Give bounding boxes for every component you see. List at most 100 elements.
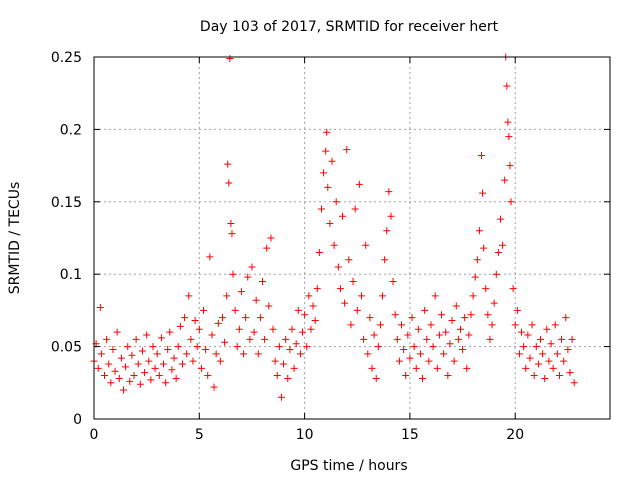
- data-point: [261, 335, 269, 343]
- data-point: [480, 244, 488, 252]
- data-point: [235, 325, 243, 333]
- data-point: [317, 205, 325, 213]
- data-point: [147, 376, 155, 384]
- data-point: [134, 360, 142, 368]
- data-point: [511, 321, 519, 329]
- data-point: [189, 357, 197, 365]
- data-point: [258, 277, 266, 285]
- data-point: [320, 169, 328, 177]
- data-point: [368, 364, 376, 372]
- data-point: [248, 263, 256, 271]
- data-point: [122, 363, 130, 371]
- data-point: [461, 314, 469, 322]
- data-point: [277, 393, 285, 401]
- data-point: [111, 367, 119, 375]
- data-point: [334, 263, 342, 271]
- data-point: [162, 379, 170, 387]
- data-point: [543, 325, 551, 333]
- data-point: [349, 277, 357, 285]
- data-point: [503, 82, 511, 90]
- data-point: [229, 270, 237, 278]
- axes: 0 5 10 15 20 0 0.05 0.1 0.15 0.2 0.25: [51, 50, 610, 443]
- data-point: [117, 354, 125, 362]
- data-point: [292, 340, 300, 348]
- data-point: [326, 220, 334, 228]
- data-point: [568, 335, 576, 343]
- data-point: [303, 343, 311, 351]
- data-point: [555, 372, 563, 380]
- data-point: [252, 296, 260, 304]
- data-point: [494, 248, 502, 256]
- data-point: [381, 256, 389, 264]
- data-point: [438, 311, 446, 319]
- data-point: [284, 374, 292, 382]
- data-point: [206, 253, 214, 261]
- data-point: [528, 321, 536, 329]
- data-point: [355, 180, 363, 188]
- data-point: [149, 343, 157, 351]
- data-point: [551, 321, 559, 329]
- data-point: [168, 366, 176, 374]
- data-point: [136, 380, 144, 388]
- data-point: [364, 350, 372, 358]
- data-point: [532, 343, 540, 351]
- data-point: [309, 302, 317, 310]
- data-point: [330, 241, 338, 249]
- data-point: [372, 374, 380, 382]
- data-point: [200, 306, 208, 314]
- data-point: [347, 321, 355, 329]
- data-point: [490, 299, 498, 307]
- data-point: [469, 292, 477, 300]
- data-point: [233, 343, 241, 351]
- data-point: [282, 335, 290, 343]
- data-point: [343, 146, 351, 154]
- data-point: [385, 188, 393, 196]
- data-point: [267, 234, 275, 242]
- x-tick-label: 10: [296, 427, 314, 443]
- y-axis-label: SRMTID / TECUs: [7, 182, 23, 295]
- data-point: [172, 374, 180, 382]
- data-point: [197, 364, 205, 372]
- data-point: [425, 357, 433, 365]
- data-point: [541, 374, 549, 382]
- data-point: [170, 354, 178, 362]
- data-point: [124, 343, 132, 351]
- data-point: [237, 288, 245, 296]
- data-point: [288, 325, 296, 333]
- data-point: [389, 277, 397, 285]
- data-point: [484, 311, 492, 319]
- data-point: [254, 350, 262, 358]
- data-point: [463, 364, 471, 372]
- data-point: [362, 241, 370, 249]
- data-point: [366, 314, 374, 322]
- data-point: [271, 357, 279, 365]
- x-tick-label: 20: [506, 427, 524, 443]
- data-point: [534, 360, 542, 368]
- data-point: [404, 331, 412, 339]
- data-point: [323, 128, 331, 136]
- data-point: [501, 176, 509, 184]
- data-point: [183, 350, 191, 358]
- data-point: [429, 343, 437, 351]
- data-point: [379, 292, 387, 300]
- data-point: [280, 360, 288, 368]
- data-point: [181, 314, 189, 322]
- plot-frame: [93, 56, 611, 420]
- data-point: [387, 212, 395, 220]
- data-point: [126, 377, 134, 385]
- data-point: [256, 314, 264, 322]
- data-point: [423, 335, 431, 343]
- data-point: [225, 179, 233, 187]
- data-point: [151, 364, 159, 372]
- data-point: [383, 227, 391, 235]
- data-point: [473, 256, 481, 264]
- y-tick-label: 0.15: [51, 195, 82, 211]
- data-point: [166, 328, 174, 336]
- data-point: [395, 357, 403, 365]
- data-point: [294, 306, 302, 314]
- data-point: [492, 270, 500, 278]
- data-point: [513, 306, 521, 314]
- data-point: [465, 331, 473, 339]
- data-point: [526, 354, 534, 362]
